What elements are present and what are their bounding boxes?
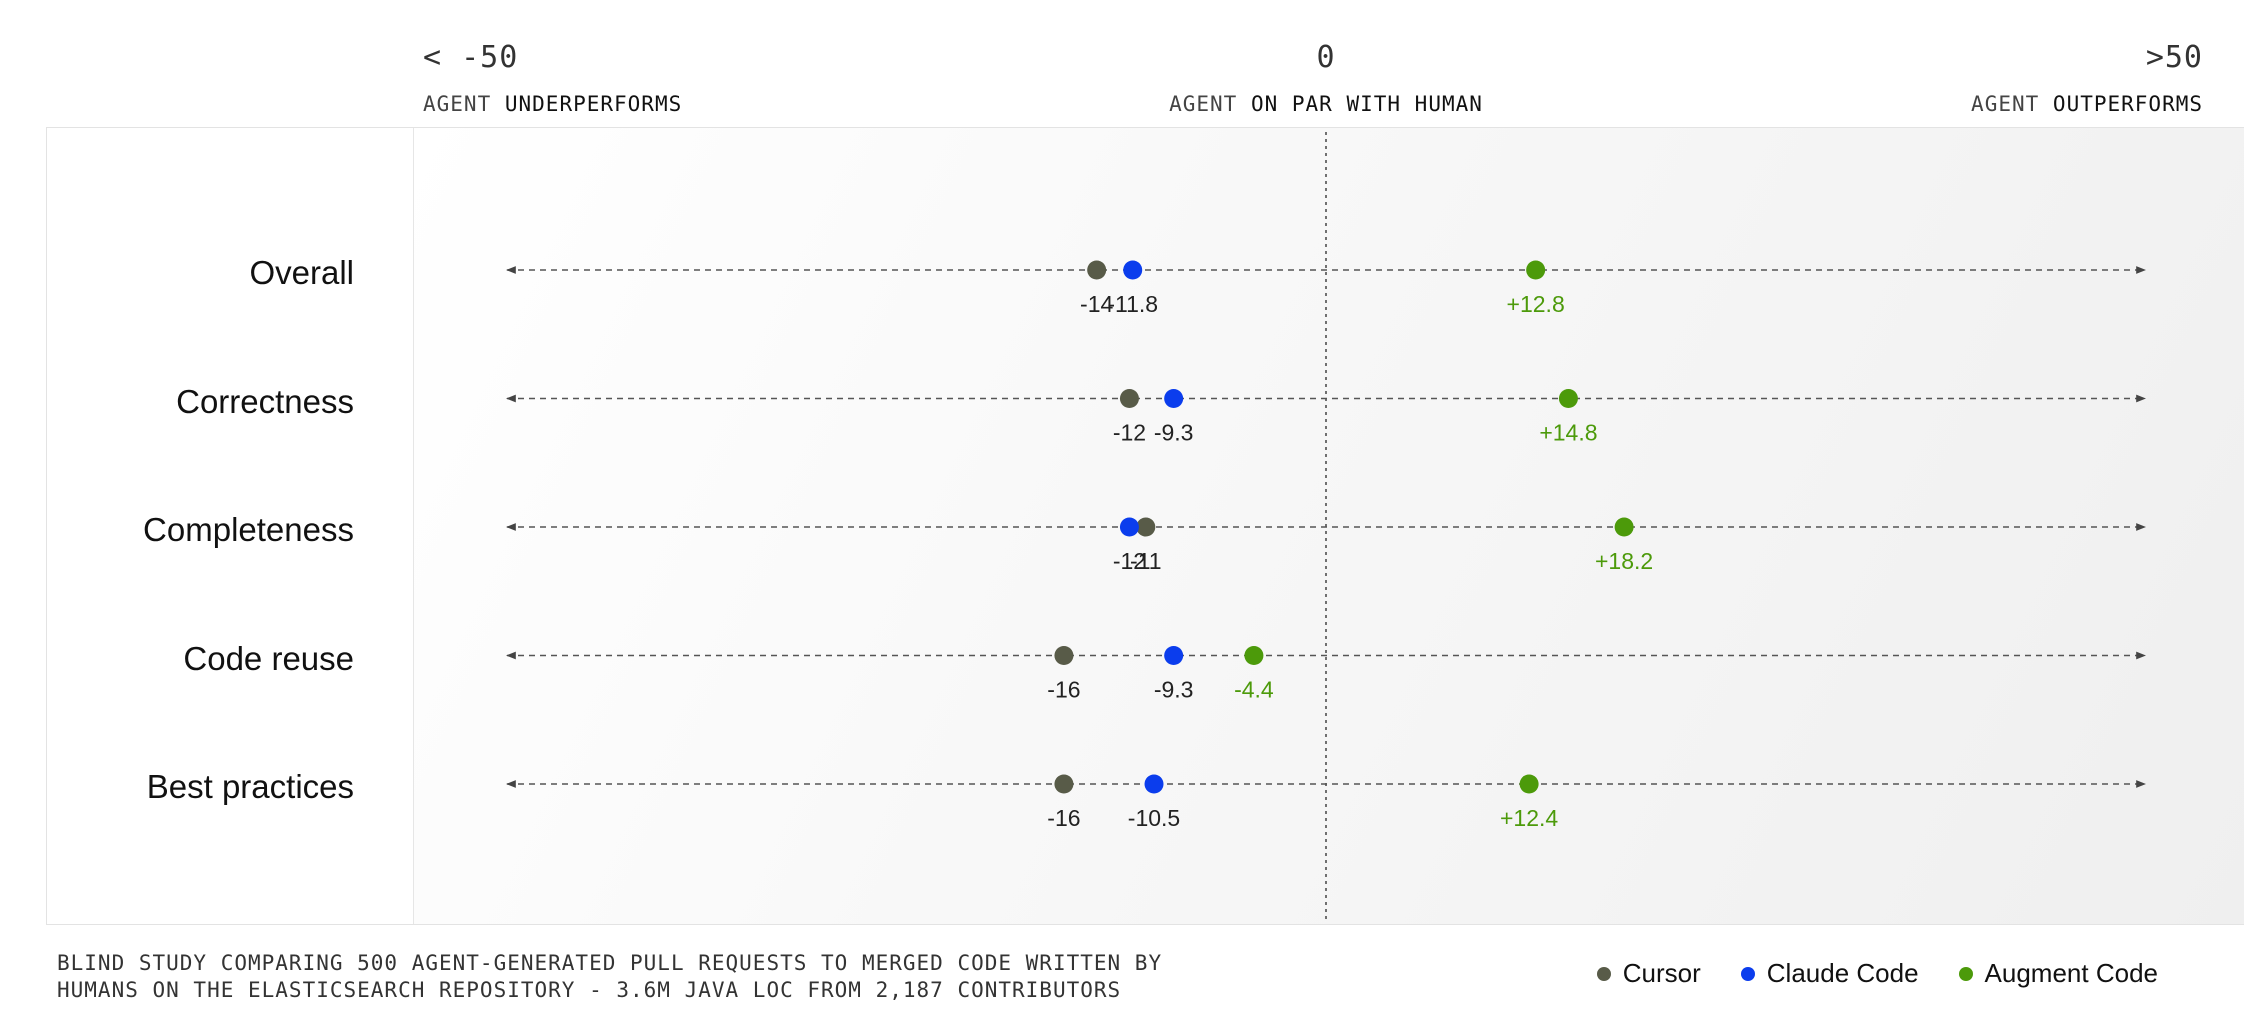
data-label: -4.4	[1234, 677, 1274, 703]
legend-item-augment-code: Augment Code	[1958, 958, 2158, 989]
category-label: Code reuse	[183, 639, 354, 677]
category-label: Completeness	[143, 511, 354, 548]
data-label: -9.3	[1154, 677, 1194, 703]
data-point	[1144, 774, 1164, 794]
data-point	[1054, 646, 1074, 665]
data-label: +14.8	[1539, 420, 1597, 446]
data-point	[1087, 260, 1107, 280]
data-point	[1164, 646, 1184, 665]
caption-emphasis: ON PAR WITH HUMAN	[1250, 92, 1483, 116]
caption-emphasis: OUTPERFORMS	[2052, 92, 2203, 116]
outperforms-caption: AGENT OUTPERFORMS	[1971, 92, 2203, 116]
caption-prefix: AGENT	[1169, 92, 1238, 116]
data-point	[1526, 260, 1546, 280]
data-label: -16	[1047, 805, 1080, 831]
footnote: BLIND STUDY COMPARING 500 AGENT-GENERATE…	[57, 950, 1162, 1004]
footnote-line: BLIND STUDY COMPARING 500 AGENT-GENERATE…	[57, 951, 1163, 975]
data-label: -14	[1080, 291, 1113, 317]
scale-min-label: < -50	[423, 40, 519, 75]
data-point	[1119, 517, 1139, 537]
data-label: -16	[1047, 677, 1080, 703]
data-label: -12	[1113, 420, 1146, 446]
data-label: +12.4	[1500, 805, 1558, 831]
data-label: +18.2	[1595, 548, 1653, 574]
data-point	[1558, 389, 1578, 408]
category-label: Overall	[249, 254, 354, 291]
legend-dot-icon	[1740, 966, 1755, 981]
category-label-column	[47, 128, 414, 924]
category-label: Best practices	[146, 768, 354, 805]
category-label: Correctness	[176, 382, 354, 420]
scale-zero-label: 0	[1316, 40, 1336, 75]
caption-prefix: AGENT	[423, 92, 492, 116]
data-label: -11.8	[1107, 291, 1158, 317]
data-label: +12.8	[1507, 291, 1565, 317]
legend-label: Claude Code	[1766, 958, 1919, 988]
data-point	[1614, 517, 1634, 537]
legend-dot-icon	[1958, 966, 1973, 981]
legend-dot-icon	[1596, 966, 1611, 981]
data-point	[1244, 646, 1264, 665]
data-point	[1054, 774, 1074, 794]
underperforms-caption: AGENT UNDERPERFORMS	[423, 92, 682, 116]
caption-prefix: AGENT	[1971, 92, 2040, 116]
footnote-line: HUMANS ON THE ELASTICSEARCH REPOSITORY -…	[57, 978, 1122, 1002]
legend-label: Cursor	[1622, 958, 1701, 988]
legend-item-cursor: Cursor	[1596, 958, 1701, 989]
legend-item-claude-code: Claude Code	[1740, 958, 1919, 989]
legend: Cursor Claude Code Augment Code	[1596, 958, 2158, 989]
data-point	[1519, 774, 1539, 794]
legend-label: Augment Code	[1984, 958, 2158, 988]
data-point	[1136, 517, 1156, 537]
scale-max-label: >50	[2145, 40, 2203, 75]
data-label: -12	[1113, 548, 1146, 574]
data-point	[1123, 260, 1143, 280]
data-point	[1119, 389, 1139, 408]
caption-emphasis: UNDERPERFORMS	[504, 92, 683, 116]
data-label: -9.3	[1154, 420, 1194, 446]
data-label: -10.5	[1128, 805, 1180, 831]
on-par-caption: AGENT ON PAR WITH HUMAN	[1169, 92, 1483, 116]
data-point	[1164, 389, 1184, 408]
data-label: -11	[1130, 548, 1162, 574]
